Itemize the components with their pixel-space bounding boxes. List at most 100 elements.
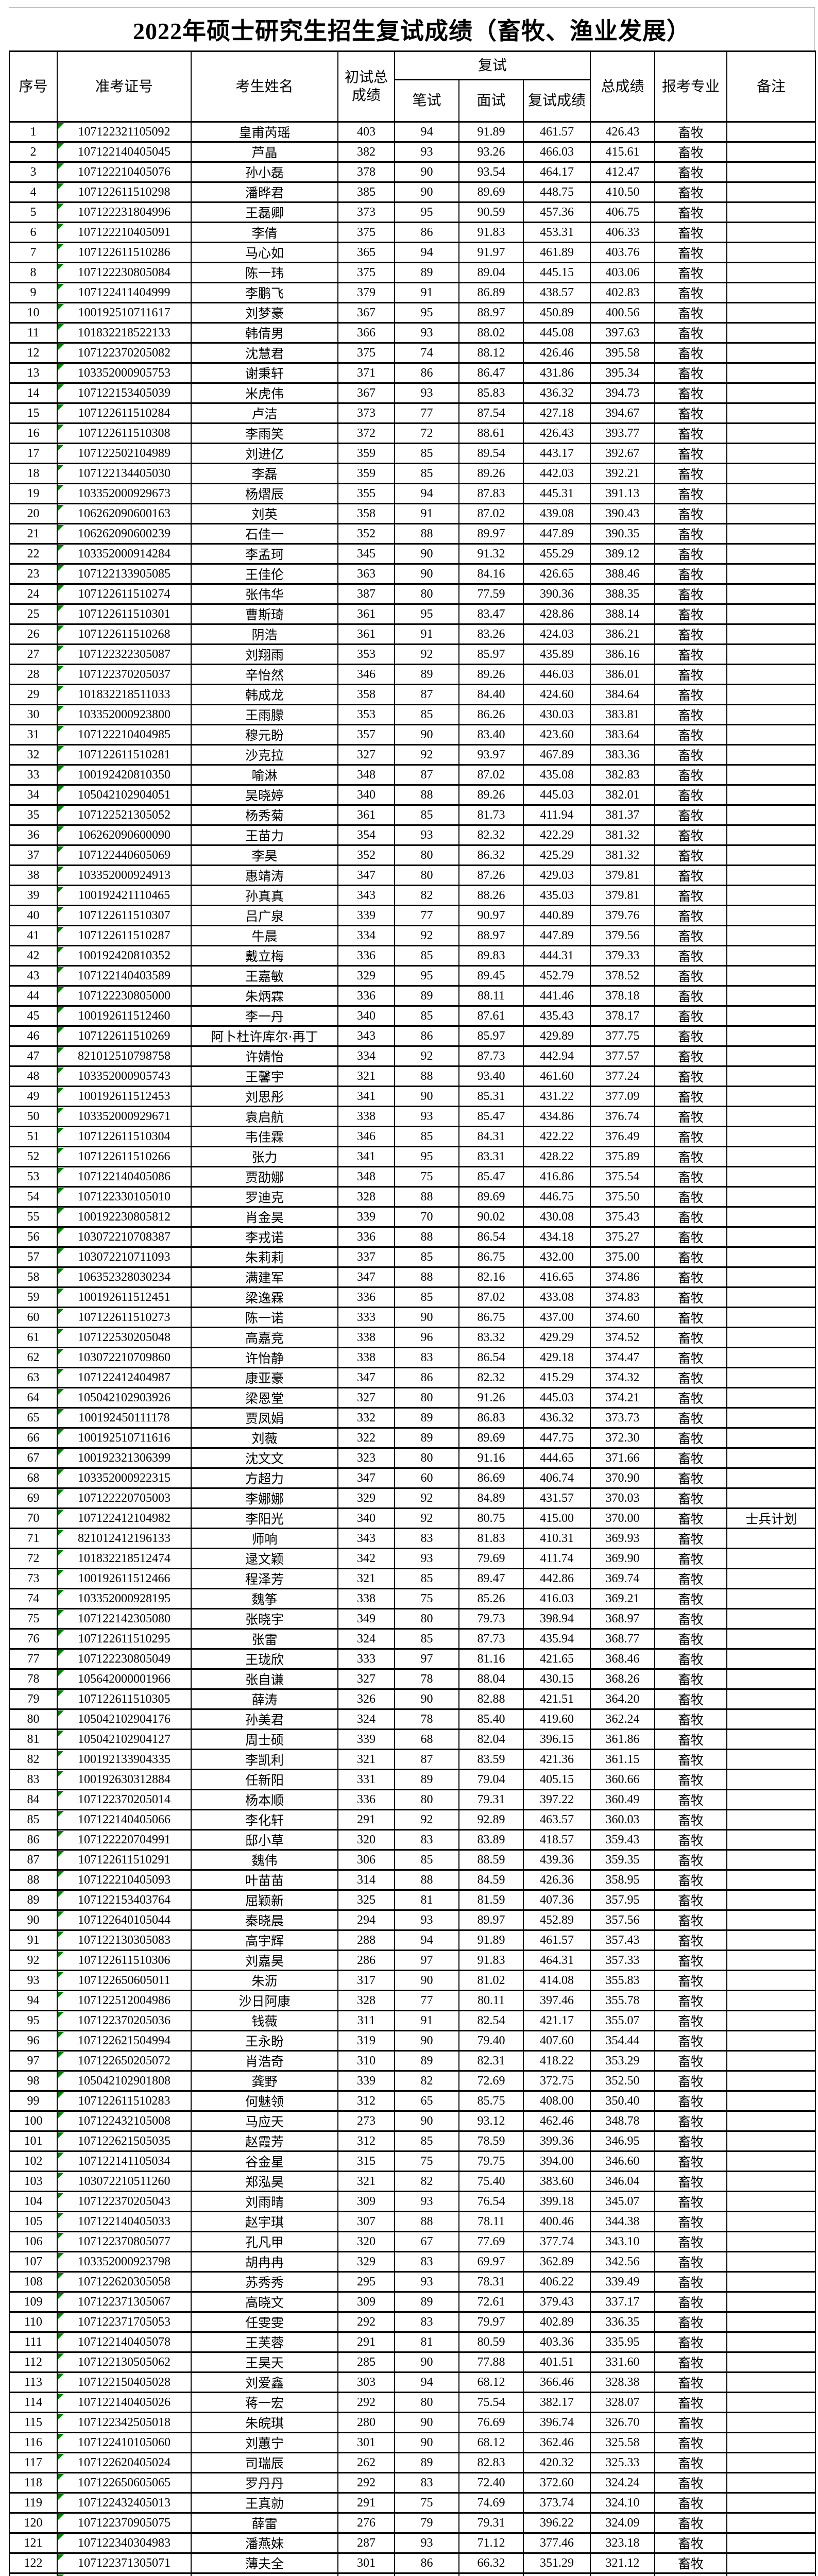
cell-total: 383.36 [590,744,655,766]
cell-total: 390.43 [590,503,655,524]
cell-total: 355.07 [590,2010,655,2031]
cell-initial: 273 [337,2110,395,2132]
cell-interview: 71.12 [458,2532,524,2554]
cell-total: 410.50 [590,181,655,203]
cell-seq: 93 [9,1970,58,1991]
cell-written: 90 [394,1970,459,1991]
cell-major: 畜牧 [654,1688,727,1710]
cell-name: 沙日阿康 [191,1990,338,2011]
cell-retest-score: 453.31 [523,222,591,243]
cell-name: 魏伟 [191,1849,338,1871]
cell-interview: 84.89 [458,1487,524,1509]
green-triangle-icon [58,1811,64,1817]
cell-exam-no: 107122611510286 [57,242,192,263]
green-triangle-icon [58,2434,64,2439]
cell-seq: 99 [9,2090,58,2112]
cell-interview: 85.31 [458,1086,524,1107]
green-triangle-icon [58,646,64,651]
cell-initial: 332 [337,1407,395,1429]
green-triangle-icon [58,2233,64,2239]
cell-seq: 34 [9,784,58,806]
green-triangle-icon [58,846,64,852]
cell-written: 90 [394,2110,459,2132]
cell-seq: 65 [9,1407,58,1429]
cell-seq: 91 [9,1929,58,1951]
cell-interview: 83.47 [458,603,524,625]
cell-name: 张伟华 [191,583,338,605]
cell-total: 335.95 [590,2331,655,2353]
cell-interview: 85.47 [458,1106,524,1127]
cell-retest-score: 362.46 [523,2432,591,2453]
cell-exam-no: 105042102904051 [57,784,192,806]
cell-written: 85 [394,1849,459,1871]
cell-remark [726,1568,816,1589]
cell-exam-no: 107122220705003 [57,1487,192,1509]
table-row: 100 107122432105008 马应天 273 90 93.12 462.46 348… [9,2110,816,2132]
cell-remark [726,2130,816,2152]
cell-major: 畜牧 [654,1528,727,1549]
cell-remark [726,2371,816,2393]
green-triangle-icon [58,1931,64,1937]
cell-written: 86 [394,362,459,384]
cell-remark [726,1950,816,1971]
table-row: 122 107122371305071 薄夫全 301 86 66.32 351.29 321… [9,2552,816,2574]
table-row: 32 107122611510281 沙克拉 327 92 93.97 467.89 383.… [9,744,816,766]
cell-total: 374.86 [590,1266,655,1288]
cell-major: 畜牧 [654,865,727,886]
cell-initial: 359 [337,463,395,484]
cell-total: 377.57 [590,1045,655,1067]
green-triangle-icon [58,163,64,169]
cell-written: 95 [394,965,459,987]
cell-major: 畜牧 [654,583,727,605]
cell-total: 372.30 [590,1427,655,1449]
cell-exam-no: 107122371305067 [57,2291,192,2313]
cell-initial: 338 [337,1347,395,1368]
cell-interview: 79.31 [458,2512,524,2534]
cell-initial: 324 [337,1708,395,1730]
cell-total: 370.03 [590,1487,655,1509]
cell-retest-score: 390.36 [523,583,591,605]
table-row: 72 101832218512474 逯文颖 342 93 79.69 411.74 369.… [9,1548,816,1569]
cell-total: 368.97 [590,1608,655,1630]
table-row: 6 107122210405091 李倩 375 86 91.83 453.31 406.33… [9,222,816,243]
cell-exam-no: 103352000923798 [57,2251,192,2273]
cell-name: 刘翔雨 [191,643,338,665]
cell-total: 374.47 [590,1347,655,1368]
cell-seq: 7 [9,242,58,263]
cell-retest-score: 423.60 [523,724,591,745]
cell-total: 369.93 [590,1528,655,1549]
cell-initial: 309 [337,2291,395,2313]
cell-seq: 114 [9,2392,58,2413]
cell-seq: 100 [9,2110,58,2132]
cell-exam-no: 107122140405086 [57,1166,192,1188]
cell-name: 康亚豪 [191,1367,338,1388]
cell-seq: 75 [9,1608,58,1630]
cell-initial: 361 [337,804,395,826]
green-triangle-icon [58,1710,64,1716]
cell-exam-no: 107122370205043 [57,2191,192,2212]
green-triangle-icon [58,1952,64,1957]
table-row: 82 100192133904335 李凯利 321 87 83.59 421.36 361.… [9,1749,816,1770]
cell-remark [726,905,816,926]
cell-major: 畜牧 [654,2251,727,2273]
cell-major: 畜牧 [654,1568,727,1589]
title-cell: 2022年硕士研究生招生复试成绩（畜牧、渔业发展） [9,7,815,50]
cell-interview: 89.69 [458,1427,524,1449]
cell-major: 畜牧 [654,945,727,967]
cell-total: 357.95 [590,1889,655,1911]
cell-name: 孔凡甲 [191,2231,338,2252]
table-row: 63 107122412404987 康亚豪 347 86 82.32 415.29 374.… [9,1367,816,1388]
cell-major: 畜牧 [654,925,727,946]
cell-retest-score: 430.03 [523,704,591,725]
cell-total: 374.60 [590,1307,655,1328]
cell-written: 92 [394,925,459,946]
cell-seq: 62 [9,1347,58,1368]
table-row: 98 105042102901808 龚野 339 82 72.69 372.75 352.5… [9,2070,816,2092]
cell-retest-score: 431.86 [523,362,591,384]
cell-total: 361.86 [590,1728,655,1750]
green-triangle-icon [58,1570,64,1575]
cell-seq: 18 [9,463,58,484]
cell-initial: 340 [337,784,395,806]
cell-major: 畜牧 [654,1286,727,1308]
cell-written: 89 [394,1769,459,1790]
